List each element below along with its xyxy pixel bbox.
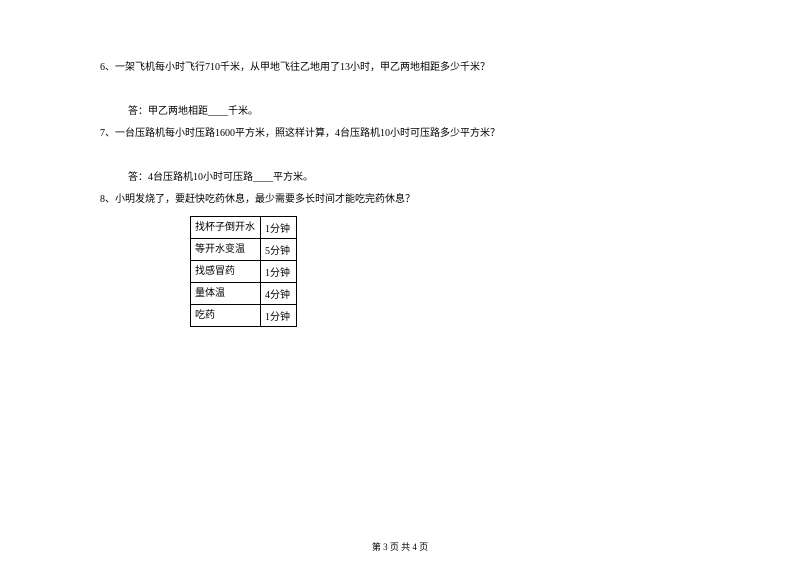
table-row: 等开水变温 5分钟 — [191, 239, 297, 261]
time-cell: 1分钟 — [261, 305, 297, 327]
time-cell: 4分钟 — [261, 283, 297, 305]
table-row: 吃药 1分钟 — [191, 305, 297, 327]
task-cell: 等开水变温 — [191, 239, 261, 261]
question-7: 7、一台压路机每小时压路1600平方米，照这样计算，4台压路机10小时可压路多少… — [100, 126, 700, 142]
task-cell: 吃药 — [191, 305, 261, 327]
task-table: 找杯子倒开水 1分钟 等开水变温 5分钟 找感冒药 1分钟 量体温 4分钟 吃药… — [190, 216, 297, 327]
table-row: 量体温 4分钟 — [191, 283, 297, 305]
time-cell: 5分钟 — [261, 239, 297, 261]
answer-6: 答：甲乙两地相距____千米。 — [128, 104, 700, 120]
task-cell: 找杯子倒开水 — [191, 217, 261, 239]
page-footer: 第 3 页 共 4 页 — [0, 540, 800, 553]
answer-7: 答：4台压路机10小时可压路____平方米。 — [128, 170, 700, 186]
table-row: 找感冒药 1分钟 — [191, 261, 297, 283]
task-cell: 量体温 — [191, 283, 261, 305]
task-cell: 找感冒药 — [191, 261, 261, 283]
question-8: 8、小明发烧了，要赶快吃药休息，最少需要多长时间才能吃完药休息？ — [100, 192, 700, 208]
table-row: 找杯子倒开水 1分钟 — [191, 217, 297, 239]
time-cell: 1分钟 — [261, 261, 297, 283]
question-6: 6、一架飞机每小时飞行710千米，从甲地飞往乙地用了13小时，甲乙两地相距多少千… — [100, 60, 700, 76]
time-cell: 1分钟 — [261, 217, 297, 239]
